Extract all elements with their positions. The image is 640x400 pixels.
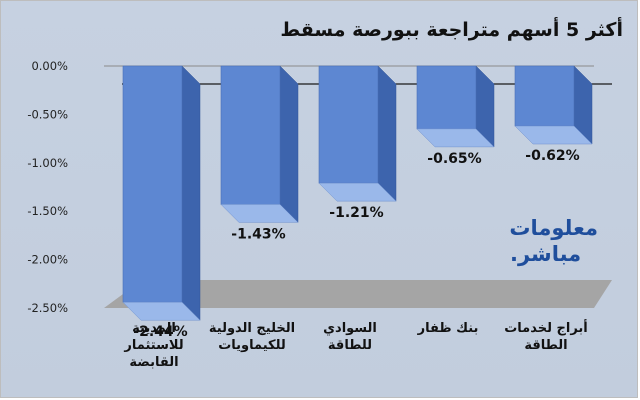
bar	[122, 65, 201, 321]
x-category-label: أبراج لخدمات الطاقة	[504, 321, 588, 353]
data-label: -1.21%	[329, 205, 383, 221]
x-category-label: بنك ظفار	[417, 321, 479, 336]
bar	[318, 65, 397, 202]
bar-side	[181, 65, 201, 321]
bar-bottom-face	[514, 125, 593, 145]
bar-side	[279, 65, 299, 224]
bar	[416, 65, 495, 148]
bar-front	[416, 65, 477, 130]
bar	[514, 65, 593, 145]
y-tick-label: 0.00%	[31, 59, 68, 73]
chart-title: أكثر 5 أسهم متراجعة ببورصة مسقط	[280, 19, 623, 41]
data-label: -2.44%	[133, 324, 187, 340]
data-label: -1.43%	[231, 226, 285, 242]
y-tick-label: -0.50%	[27, 107, 68, 121]
y-tick-label: -1.50%	[27, 204, 68, 218]
x-category-label: المدينة للاستثمار القابضة	[124, 321, 184, 370]
x-category-label: السوادي للطاقة	[323, 321, 377, 353]
bar-bottom-face	[318, 182, 397, 202]
bar-front	[122, 65, 183, 303]
bar-front	[220, 65, 281, 205]
data-label: -0.62%	[525, 148, 579, 164]
bar-bottom-face	[220, 204, 299, 223]
y-tick-label: -1.00%	[27, 156, 68, 170]
bar-bottom-face	[416, 128, 495, 148]
bar-side	[377, 65, 397, 202]
bar-front	[514, 65, 575, 127]
bar	[220, 65, 299, 224]
bar-front	[318, 65, 379, 184]
y-tick-label: -2.00%	[27, 253, 68, 267]
chart-floor	[104, 280, 612, 308]
y-tick-label: -2.50%	[27, 301, 68, 315]
brand-logo: معلومات مباشر.	[509, 215, 598, 267]
x-category-label: الخليج الدولية للكيماويات	[208, 321, 296, 353]
brand-logo-line1: معلومات	[509, 216, 598, 240]
data-label: -0.65%	[427, 151, 481, 167]
bar-bottom-face	[122, 301, 201, 321]
brand-logo-line2: مباشر.	[510, 242, 582, 266]
